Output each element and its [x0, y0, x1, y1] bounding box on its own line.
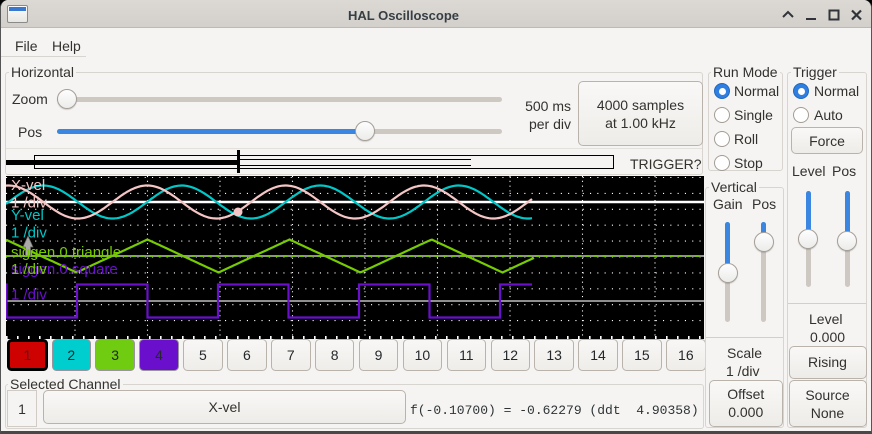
svg-text:siggen.0.triangle: siggen.0.triangle	[11, 244, 121, 261]
svg-text:1 /div: 1 /div	[11, 225, 47, 242]
svg-text:X-vel: X-vel	[11, 177, 45, 194]
svg-text:1 /div: 1 /div	[11, 261, 47, 278]
svg-text:siggen.0.square: siggen.0.square	[11, 261, 118, 278]
svg-text:Y-vel: Y-vel	[11, 207, 44, 224]
svg-text:1 /div: 1 /div	[11, 287, 47, 304]
svg-text:1 /div: 1 /div	[11, 195, 47, 212]
